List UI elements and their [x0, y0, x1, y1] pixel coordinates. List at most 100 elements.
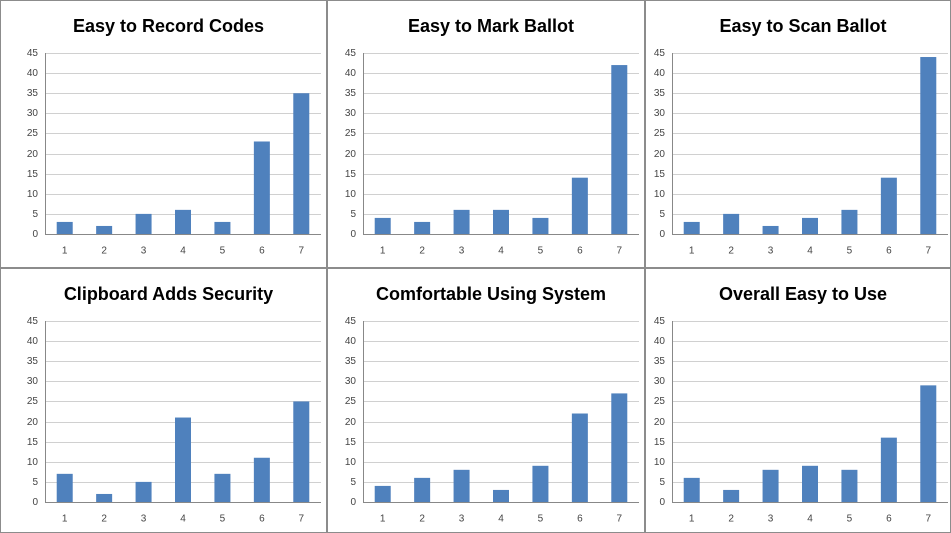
bar — [571, 177, 588, 234]
y-tick-label: 0 — [659, 229, 665, 240]
y-tick-label: 20 — [27, 149, 39, 160]
x-tick-label: 7 — [617, 514, 623, 525]
x-tick-label: 6 — [259, 514, 265, 525]
x-tick-label: 3 — [141, 514, 147, 525]
y-tick-label: 25 — [345, 396, 357, 407]
x-tick-label: 1 — [689, 514, 695, 525]
x-tick-label: 4 — [498, 514, 504, 525]
x-tick-label: 4 — [180, 514, 186, 525]
y-tick-label: 40 — [345, 68, 357, 79]
y-tick-label: 15 — [27, 169, 39, 180]
y-tick-label: 45 — [345, 316, 357, 327]
y-tick-label: 25 — [345, 128, 357, 139]
bar — [611, 65, 628, 234]
y-tick-label: 30 — [27, 376, 39, 387]
y-tick-label: 15 — [654, 169, 666, 180]
bar — [920, 57, 937, 235]
x-tick-label: 6 — [259, 246, 265, 257]
y-tick-label: 15 — [345, 169, 357, 180]
y-tick-label: 20 — [345, 149, 357, 160]
y-tick-label: 40 — [27, 68, 39, 79]
bar — [762, 469, 779, 502]
bar — [253, 457, 270, 502]
y-tick-label: 30 — [27, 108, 39, 119]
bar — [135, 481, 152, 502]
y-tick-label: 0 — [350, 497, 356, 508]
y-tick-label: 45 — [27, 48, 39, 59]
bar — [802, 465, 818, 502]
bar — [611, 393, 628, 502]
y-tick-label: 25 — [27, 128, 39, 139]
y-tick-label: 35 — [654, 88, 666, 99]
y-tick-label: 15 — [27, 437, 39, 448]
y-tick-label: 45 — [654, 48, 666, 59]
y-tick-label: 40 — [27, 336, 39, 347]
y-tick-label: 0 — [350, 229, 356, 240]
bar — [920, 385, 937, 502]
y-tick-label: 10 — [27, 457, 39, 468]
x-tick-label: 1 — [62, 246, 68, 257]
x-tick-label: 6 — [886, 246, 892, 257]
y-tick-label: 20 — [27, 417, 39, 428]
x-tick-label: 1 — [380, 246, 386, 257]
y-tick-label: 20 — [654, 417, 666, 428]
y-tick-label: 5 — [350, 477, 356, 488]
y-tick-label: 25 — [654, 128, 666, 139]
y-tick-label: 0 — [32, 229, 38, 240]
x-tick-label: 4 — [807, 246, 813, 257]
chart-panel: Comfortable Using System0510152025303540… — [327, 268, 645, 533]
bar — [493, 209, 509, 234]
y-tick-label: 45 — [345, 48, 357, 59]
y-tick-label: 15 — [345, 437, 357, 448]
y-tick-label: 45 — [27, 316, 39, 327]
x-tick-label: 2 — [419, 514, 425, 525]
y-tick-label: 20 — [654, 149, 666, 160]
bar — [214, 473, 231, 502]
x-tick-label: 6 — [577, 246, 583, 257]
bar — [841, 209, 858, 234]
y-tick-label: 35 — [27, 88, 39, 99]
y-tick-label: 5 — [659, 477, 665, 488]
x-tick-label: 2 — [101, 514, 107, 525]
y-tick-label: 10 — [654, 457, 666, 468]
y-tick-label: 10 — [345, 457, 357, 468]
y-tick-label: 40 — [345, 336, 357, 347]
y-tick-label: 10 — [654, 189, 666, 200]
bar — [723, 489, 740, 502]
bar — [880, 177, 897, 234]
bar — [253, 141, 270, 234]
bar — [56, 473, 73, 502]
bar — [214, 221, 231, 234]
x-tick-label: 7 — [617, 246, 623, 257]
bar — [414, 477, 431, 502]
bar — [374, 217, 391, 234]
y-tick-label: 5 — [350, 209, 356, 220]
x-tick-label: 5 — [220, 246, 226, 257]
panel-border — [0, 268, 327, 533]
bar — [135, 213, 152, 234]
x-tick-label: 2 — [101, 246, 107, 257]
bar — [532, 465, 549, 502]
y-tick-label: 35 — [345, 356, 357, 367]
x-tick-label: 3 — [141, 246, 147, 257]
chart-title: Clipboard Adds Security — [64, 284, 273, 304]
x-tick-label: 1 — [62, 514, 68, 525]
x-tick-label: 2 — [419, 246, 425, 257]
bar — [493, 489, 509, 502]
bar — [453, 209, 470, 234]
chart-title: Comfortable Using System — [376, 284, 606, 304]
bar — [293, 93, 310, 234]
x-tick-label: 3 — [459, 514, 465, 525]
y-tick-label: 5 — [659, 209, 665, 220]
x-tick-label: 7 — [926, 514, 932, 525]
chart-title: Easy to Record Codes — [73, 16, 264, 36]
bar — [56, 221, 73, 234]
bar — [880, 437, 897, 502]
bar — [841, 469, 858, 502]
